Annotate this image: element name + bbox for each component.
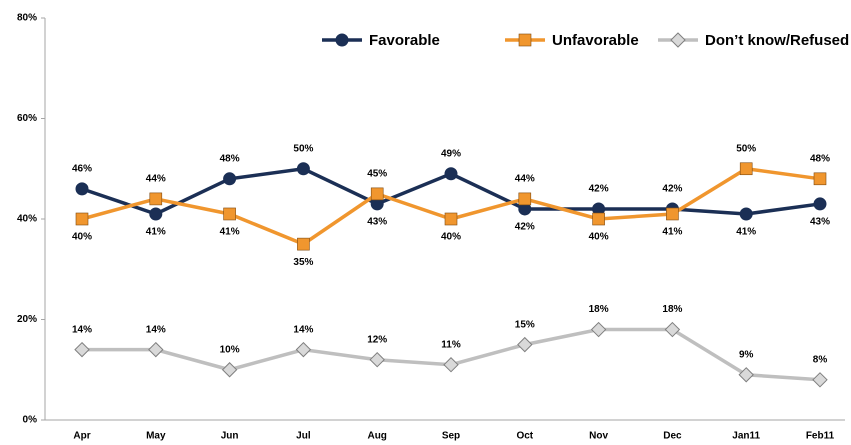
data-label: 40%	[589, 232, 609, 243]
legend-marker	[518, 33, 532, 47]
point	[74, 341, 90, 358]
y-tick-label: 60%	[17, 113, 37, 124]
point	[149, 192, 163, 206]
y-tick-label: 20%	[17, 314, 37, 325]
data-label: 41%	[662, 227, 682, 238]
data-label: 45%	[367, 169, 387, 180]
data-label: 42%	[515, 222, 535, 233]
point	[296, 162, 310, 176]
legend-label: Unfavorable	[552, 32, 639, 49]
point	[517, 336, 533, 353]
point	[148, 341, 164, 358]
point	[739, 207, 753, 221]
data-label: 41%	[146, 227, 166, 238]
point	[518, 192, 532, 206]
x-tick-label: May	[146, 431, 166, 442]
data-label: 46%	[72, 163, 92, 174]
data-label: 15%	[515, 319, 535, 330]
data-label: 42%	[662, 184, 682, 195]
point	[370, 187, 384, 201]
point	[75, 182, 89, 196]
data-label: 40%	[72, 232, 92, 243]
data-label: 11%	[441, 339, 461, 350]
point	[813, 197, 827, 211]
data-label: 9%	[739, 349, 754, 360]
data-label: 41%	[220, 227, 240, 238]
x-tick-label: Jul	[296, 431, 311, 442]
point	[297, 237, 310, 251]
x-tick-label: Sep	[442, 431, 460, 442]
data-label: 50%	[293, 143, 313, 154]
data-label: 14%	[146, 324, 166, 335]
point	[813, 172, 827, 186]
data-label: 44%	[146, 174, 166, 185]
y-tick-label: 80%	[17, 13, 37, 24]
data-label: 18%	[589, 304, 609, 315]
legend-label: Favorable	[369, 32, 440, 49]
data-label: 41%	[736, 227, 756, 238]
data-label: 49%	[441, 148, 461, 159]
point	[666, 207, 679, 221]
x-tick-label: Jan11	[732, 431, 760, 442]
x-tick-label: Aug	[367, 431, 386, 442]
point	[221, 362, 238, 378]
data-label: 44%	[515, 174, 535, 185]
data-label: 48%	[220, 153, 240, 164]
legend-marker	[335, 33, 349, 47]
data-label: 50%	[736, 143, 756, 154]
legend-label: Don’t know/Refused	[705, 32, 849, 49]
data-label: 35%	[293, 257, 313, 268]
point	[590, 321, 607, 338]
x-tick-label: Nov	[589, 431, 608, 442]
data-label: 48%	[810, 153, 830, 164]
point	[75, 212, 89, 226]
x-tick-label: Feb11	[806, 431, 835, 442]
data-label: 43%	[367, 217, 387, 228]
x-tick-label: Oct	[516, 431, 533, 442]
data-label: 12%	[367, 334, 387, 345]
point	[664, 321, 681, 338]
data-label: 42%	[589, 184, 609, 195]
data-label: 8%	[813, 354, 828, 365]
legend-marker	[670, 32, 686, 48]
x-tick-label: Jun	[221, 431, 239, 442]
point	[812, 372, 828, 388]
x-tick-label: Apr	[73, 431, 90, 442]
y-tick-label: 40%	[17, 214, 37, 225]
data-label: 14%	[72, 324, 92, 335]
data-label: 18%	[662, 304, 682, 315]
point	[592, 212, 605, 226]
data-label: 43%	[810, 217, 830, 228]
point	[223, 207, 236, 221]
data-label: 14%	[293, 324, 313, 335]
point	[444, 212, 458, 226]
point	[223, 172, 237, 186]
x-tick-label: Dec	[663, 431, 682, 442]
point	[739, 162, 753, 176]
point	[444, 167, 458, 181]
point	[369, 351, 385, 368]
point	[295, 341, 312, 358]
y-tick-label: 0%	[23, 415, 38, 426]
data-label: 10%	[220, 344, 240, 355]
point	[738, 367, 754, 383]
point	[443, 357, 459, 373]
data-label: 40%	[441, 232, 461, 243]
point	[149, 207, 163, 221]
